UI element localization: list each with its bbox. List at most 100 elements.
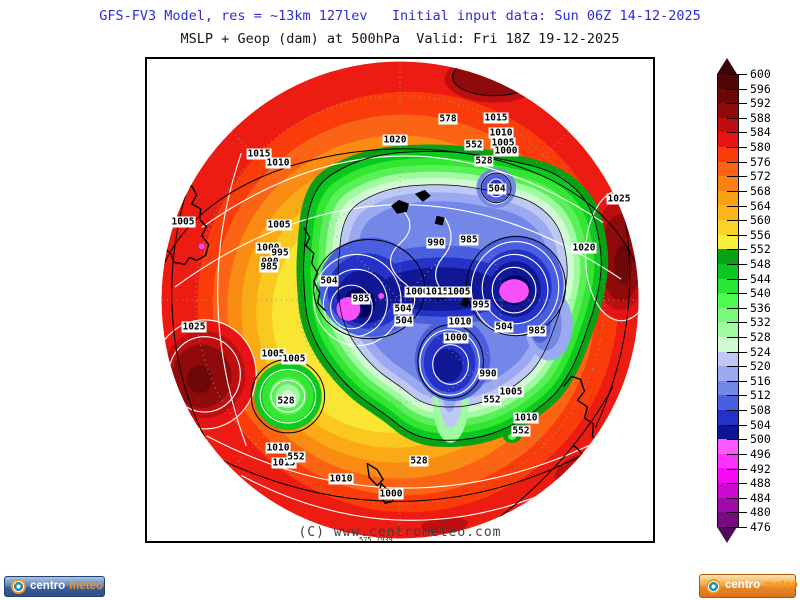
colorbar-cell — [718, 366, 738, 381]
contour-label: 1010 — [265, 157, 291, 169]
colorbar-value-label: 516 — [750, 373, 771, 388]
colorbar-tick — [727, 176, 747, 178]
contour-label: 1015 — [271, 457, 297, 469]
contour-label: 985 — [527, 325, 547, 337]
colorbar-value-label: 500 — [750, 432, 771, 447]
colorbar-value-label: 556 — [750, 227, 771, 242]
contour-label: 552 — [464, 139, 484, 151]
model-title: GFS-FV3 Model, res = ~13km 127lev Initia… — [99, 8, 701, 24]
colorbar-cell — [718, 278, 738, 294]
colorbar-value-label: 528 — [750, 330, 771, 345]
colorbar-cell — [718, 351, 738, 367]
contour-label: 1020 — [571, 242, 597, 254]
colorbar-value-label: 508 — [750, 403, 771, 418]
map-frame: 1015101010201005100510009959909851025100… — [145, 57, 655, 543]
colorbar-cell — [718, 74, 738, 89]
colorbar-value-label: 572 — [750, 169, 771, 184]
contour-label: 995 — [270, 247, 290, 259]
colorbar-value-label: 592 — [750, 96, 771, 111]
colorbar-value-label: 552 — [750, 242, 771, 257]
colorbar-value-label: 536 — [750, 300, 771, 315]
contour-label: 995 — [471, 299, 491, 311]
contour-label: 1015 — [483, 112, 509, 124]
colorbar-arrow-top-icon — [717, 58, 737, 74]
colorbar-value-label: 488 — [750, 476, 771, 491]
contour-label: 1000 — [378, 488, 404, 500]
colorbar-cell — [718, 220, 738, 235]
colorbar-tick — [727, 293, 747, 295]
contour-label: 985 — [459, 234, 479, 246]
stray-value-label: 575.7939 — [359, 536, 393, 543]
map-copyright: (C) www.centrometeo.com — [298, 525, 502, 540]
colorbar-tick — [727, 278, 747, 280]
contour-label: 1010 — [265, 442, 291, 454]
contour-label: 1000 — [255, 242, 281, 254]
colorbar-value-label: 504 — [750, 417, 771, 432]
colorbar-cell — [718, 234, 738, 250]
colorbar-value-label: 512 — [750, 388, 771, 403]
colorbar-cell — [718, 147, 738, 162]
colorbar-value-label: 580 — [750, 140, 771, 155]
contour-label: 504 — [319, 275, 339, 287]
colorbar-value-label: 520 — [750, 359, 771, 374]
colorbar-value-label: 600 — [750, 67, 771, 81]
colorbar-cell — [718, 322, 738, 337]
colorbar-tick — [727, 527, 747, 528]
colorbar-value-label: 532 — [750, 315, 771, 330]
contour-label: 504 — [487, 183, 507, 195]
colorbar-cell — [718, 88, 738, 104]
contour-labels-layer: 1015101010201005100510009959909851025100… — [147, 59, 653, 541]
colorbar-cell — [718, 439, 738, 454]
colorbar-cell — [718, 293, 738, 308]
contour-label: 1015 — [246, 148, 272, 160]
contour-label: 1005 — [260, 348, 286, 360]
contour-label: 1010 — [513, 412, 539, 424]
colorbar-tick — [727, 512, 747, 514]
colorbar-value-label: 476 — [750, 520, 771, 534]
colorbar-tick — [727, 497, 747, 499]
colorbar-tick — [727, 220, 747, 222]
colorbar-tick — [727, 337, 747, 339]
colorbar-cell — [718, 132, 738, 148]
contour-label: 1000 — [443, 332, 469, 344]
colorbar-tick — [727, 88, 747, 90]
contour-label: 1015 — [424, 286, 450, 298]
colorbar-tick — [727, 468, 747, 470]
colorbar-labels: 600 596 592 588 584 580 576 572 568 564 560 556 552 5… — [717, 67, 797, 534]
centrometeo-logo-right[interactable]: centro meteo — [699, 574, 798, 598]
colorbar-value-label: 588 — [750, 110, 771, 125]
contour-label: 990 — [426, 237, 446, 249]
logo-text-centro: centro — [30, 579, 66, 592]
centrometeo-logo-left[interactable]: centro meteo — [4, 576, 105, 597]
contour-label: 1005 — [446, 286, 472, 298]
colorbar-arrow-bottom-icon — [717, 527, 737, 543]
colorbar-cell — [718, 263, 738, 279]
colorbar-value-label: 584 — [750, 125, 771, 140]
contour-label: 504 — [394, 315, 414, 327]
colorbar-tick — [727, 103, 747, 105]
colorbar-cell — [718, 117, 738, 133]
contour-label: 552 — [511, 425, 531, 437]
colorbar-value-label: 544 — [750, 271, 771, 286]
contour-label: 1010 — [447, 316, 473, 328]
contour-label: 985 — [351, 293, 371, 305]
contour-label: 1025 — [181, 321, 207, 333]
colorbar-cell — [718, 410, 738, 425]
colorbar-value-label: 524 — [750, 344, 771, 359]
colorbar-value-label: 480 — [750, 505, 771, 520]
contour-label: 1000 — [493, 145, 519, 157]
colorbar-cell — [718, 468, 738, 484]
contour-label: 504 — [393, 303, 413, 315]
contour-label: 990 — [478, 368, 498, 380]
colorbar-value-label: 496 — [750, 446, 771, 461]
colorbar-tick — [727, 117, 747, 119]
contour-label: 1005 — [498, 386, 524, 398]
colorbar-tick — [727, 351, 747, 353]
colorbar-value-label: 560 — [750, 213, 771, 228]
contour-label: 552 — [482, 394, 502, 406]
colorbar-tick — [727, 132, 747, 134]
colorbar-tick — [727, 205, 747, 207]
chart-subtitle: MSLP + Geop (dam) at 500hPa Valid: Fri 1… — [180, 31, 620, 47]
colorbar-cell — [718, 190, 738, 206]
colorbar-value-label: 564 — [750, 198, 771, 213]
